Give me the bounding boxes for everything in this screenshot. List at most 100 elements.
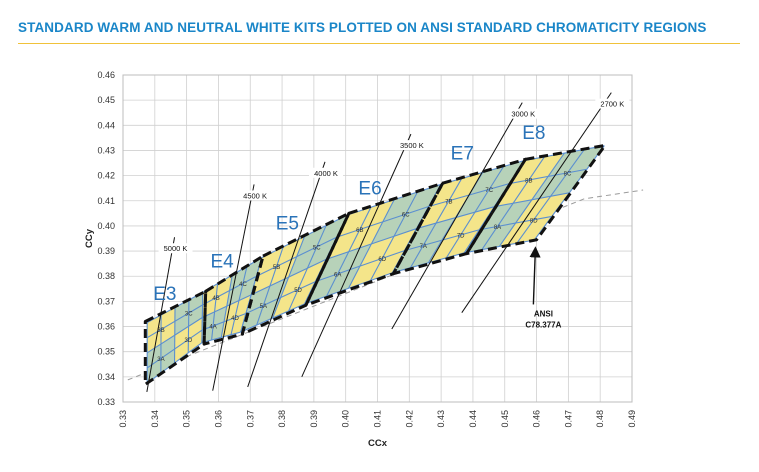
cct-line — [461, 92, 612, 313]
ansi-bin-label: 4D — [231, 316, 239, 322]
ansi-bin-label: 4B — [212, 296, 219, 302]
ansi-grid-line — [245, 281, 316, 314]
ansi-grid-line — [187, 299, 190, 353]
x-tick-label: 0.47 — [563, 410, 573, 428]
ansi-annotation: ANSI C78.377A — [525, 246, 562, 329]
ansi-grid-line — [202, 294, 252, 318]
y-tick-label: 0.34 — [97, 372, 115, 382]
plot-frame — [122, 74, 633, 403]
kit-outlines — [143, 143, 607, 386]
x-tick-label: 0.41 — [373, 410, 383, 428]
kit-labels: E3 E4 E5 E6 E7 E8 — [153, 123, 545, 305]
ansi-bin-label: 8D — [530, 218, 538, 224]
ansi-grid-line — [201, 331, 241, 344]
x-tick-label: 0.40 — [341, 410, 351, 428]
axes: 0.33 0.34 0.35 0.36 0.37 0.38 0.39 0.40 0.41 0.42… — [84, 70, 637, 449]
x-tick-label: 0.49 — [627, 410, 637, 428]
cct-label: 3500 K — [400, 141, 424, 150]
ansi-bin-label: 8C — [564, 171, 572, 177]
y-tick-label: 0.37 — [97, 296, 115, 306]
ansi-grid-line — [494, 192, 570, 208]
cct-lines: 5000 K 4500 K 4000 K 3500 K 3000 K 2700 K — [146, 92, 630, 393]
cct-label-bg — [309, 167, 344, 178]
kit-label-e5: E5 — [276, 214, 299, 235]
cct-label-bg — [158, 243, 193, 254]
page-title: STANDARD WARM AND NEUTRAL WHITE KITS PLO… — [18, 20, 707, 35]
x-tick-label: 0.38 — [277, 410, 287, 428]
ansi-bin-label: 3C — [185, 312, 193, 318]
cct-label-bg — [394, 140, 429, 151]
ansi-grid-line — [146, 317, 203, 354]
cct-label-bg — [506, 108, 541, 119]
y-tick-label: 0.46 — [97, 70, 115, 80]
cct-label-bg — [238, 190, 273, 201]
ansi-bin-label: 6C — [402, 213, 410, 219]
bin-labels: 3B 3C 3A 3D 4B 4C 4A 4D 5B 5C 5A 5D 6B 6C 6A 6D 7B 7C 7A 7D… — [157, 171, 572, 363]
x-tick-label: 0.35 — [182, 410, 192, 428]
ansi-grid-line — [325, 228, 417, 260]
ansi-grid-line — [288, 225, 327, 312]
ansi-bin-label: 3A — [157, 357, 164, 363]
y-tick-label: 0.35 — [97, 347, 115, 357]
x-tick-label: 0.36 — [213, 410, 223, 428]
ansi-bin-label: 3D — [185, 338, 193, 344]
cct-label: 5000 K — [164, 244, 188, 253]
ansi-bin-label: 6A — [334, 272, 341, 278]
ansi-bin-label: 3B — [157, 328, 164, 334]
x-tick-label: 0.37 — [245, 410, 255, 428]
ansi-regions — [146, 145, 605, 384]
ansi-bin-label: 8B — [525, 179, 532, 185]
cct-label: 4000 K — [314, 169, 338, 178]
x-tick-label: 0.45 — [500, 410, 510, 428]
ansi-bin-label: 8A — [494, 225, 501, 231]
cct-label: 4500 K — [243, 191, 267, 200]
ansi-bin-label: 5A — [260, 304, 267, 310]
ansi-grid-line — [240, 303, 305, 333]
kit-label-e7: E7 — [451, 143, 474, 164]
planckian-locus — [127, 189, 644, 381]
ansi-bin-label: 5C — [313, 245, 321, 251]
x-tick-label: 0.44 — [468, 410, 478, 428]
y-axis-label: CCy — [84, 228, 95, 248]
ansi-grid-line — [370, 191, 418, 281]
ansi-grid-line — [516, 149, 585, 244]
kit-outline-e8 — [465, 143, 607, 256]
ansi-grid-line — [404, 229, 480, 252]
kit-label-e6: E6 — [358, 178, 381, 199]
cct-line — [212, 184, 255, 391]
ansi-arrow — [529, 246, 541, 305]
ansi-bin-label: 5B — [273, 265, 280, 271]
y-tick-label: 0.44 — [97, 120, 115, 130]
ansi-label-line2: C78.377A — [525, 320, 561, 329]
cct-label: 3000 K — [511, 110, 535, 119]
x-tick-label: 0.43 — [436, 410, 446, 428]
y-tick-label: 0.40 — [97, 221, 115, 231]
ansi-bin-label: 6B — [356, 228, 363, 234]
kit-label-e8: E8 — [522, 123, 545, 144]
cct-label-bg — [595, 98, 630, 109]
y-tick-label: 0.33 — [97, 397, 115, 407]
ansi-label-line1: ANSI — [534, 309, 553, 318]
title-underline — [18, 43, 740, 44]
ansi-grid-line — [201, 312, 247, 331]
ansi-bin-label: 4C — [239, 282, 247, 288]
ansi-bin-label: 7D — [457, 233, 465, 239]
ansi-grid-line — [445, 166, 505, 259]
ansi-bin-label: 7B — [445, 199, 452, 205]
x-tick-label: 0.42 — [404, 410, 414, 428]
ansi-bin — [226, 257, 262, 307]
y-tick-label: 0.41 — [97, 196, 115, 206]
ansi-bin-label: 5D — [294, 288, 302, 294]
x-tick-label: 0.39 — [309, 410, 319, 428]
y-tick-label: 0.42 — [97, 171, 115, 181]
cct-line — [301, 133, 412, 378]
ansi-bin-label: 4A — [209, 324, 216, 330]
y-tick-label: 0.39 — [97, 246, 115, 256]
x-tick-label: 0.34 — [150, 410, 160, 428]
ansi-grid-line — [146, 329, 203, 369]
cct-line — [391, 102, 523, 330]
cct-line — [247, 161, 326, 388]
ansi-bin-label: 6D — [378, 257, 386, 263]
cct-line — [146, 237, 176, 393]
